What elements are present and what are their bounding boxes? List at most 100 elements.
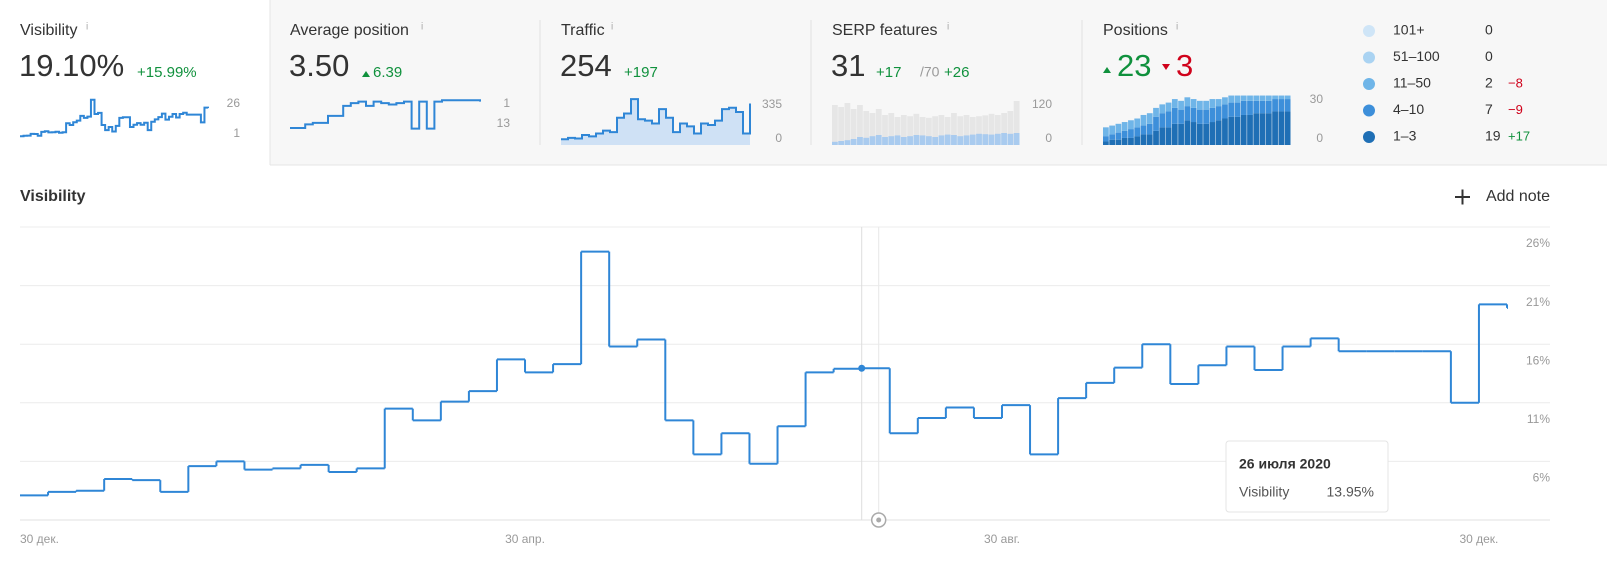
spark-bar: [951, 113, 957, 145]
spark-bar: [988, 113, 995, 145]
spark-bar: [951, 135, 957, 145]
spark-bar: [1234, 95, 1241, 103]
spark-bar: [1234, 102, 1241, 117]
hover-point: [858, 364, 866, 372]
spark-bar: [1013, 133, 1020, 145]
spark-bar: [1140, 114, 1147, 126]
card-value: 19.10%: [19, 48, 124, 83]
spark-bar: [1222, 118, 1228, 145]
spark-bar: [1128, 137, 1134, 145]
spark-bar: [1121, 137, 1128, 145]
legend-name: 1–3: [1393, 128, 1417, 144]
note-icon-core: [876, 517, 882, 523]
spark-bar: [994, 115, 1001, 145]
svg-text:i: i: [1176, 22, 1178, 33]
spark-bar: [1109, 139, 1116, 145]
y-tick-label: 11%: [1527, 412, 1550, 426]
spark-bar: [1265, 95, 1272, 101]
spark-bar: [1259, 100, 1266, 114]
spark-bar: [938, 135, 945, 145]
spark-bar: [1190, 122, 1197, 145]
legend-change: +17: [1508, 128, 1530, 143]
spark-bar: [1247, 100, 1253, 115]
spark-bar: [1171, 99, 1178, 108]
spark-bar: [988, 134, 995, 145]
spark-bar: [1103, 136, 1109, 142]
spark-bar: [1284, 111, 1291, 145]
spark-bar: [1278, 95, 1285, 100]
card-value: 3.50: [289, 48, 349, 83]
spark-bar: [1265, 100, 1272, 114]
spark-bar: [1278, 111, 1285, 145]
spark-area: [561, 99, 750, 145]
y-tick-label: 16%: [1526, 353, 1550, 367]
card-total-change: +26: [944, 64, 969, 81]
y-tick-label: 21%: [1526, 295, 1550, 309]
spark-bar: [888, 136, 895, 145]
spark-bar: [944, 117, 951, 145]
spark-bar: [1240, 100, 1247, 115]
card-total: /70: [920, 64, 940, 80]
x-tick-label: 30 апр.: [505, 532, 545, 546]
sparkline: [561, 98, 751, 141]
spark-bar: [1115, 132, 1122, 140]
legend-change: −9: [1508, 102, 1523, 117]
spark-bar: [1215, 106, 1222, 121]
spark-bar: [1284, 99, 1291, 112]
spark-bar: [857, 137, 863, 145]
plus-icon[interactable]: [1455, 189, 1470, 205]
spark-bar: [1115, 139, 1122, 145]
card-title: Traffic: [561, 22, 605, 39]
up-arrow: [1103, 67, 1111, 73]
spark-bar: [863, 111, 870, 145]
spark-bar: [1215, 99, 1222, 107]
spark-bar: [1109, 134, 1116, 140]
spark-bar: [1253, 100, 1260, 114]
spark-bar: [1203, 123, 1210, 145]
svg-text:i: i: [947, 22, 949, 33]
spark-bar: [976, 133, 982, 145]
spark-bar: [850, 139, 857, 145]
spark-bar: [1153, 116, 1159, 131]
spark-bar: [875, 109, 882, 145]
spark-bar: [1228, 116, 1235, 145]
spark-bar: [875, 135, 882, 145]
legend-count: 0: [1485, 22, 1493, 38]
positions-up: 23: [1117, 48, 1151, 83]
spark-bar: [1240, 95, 1247, 101]
spark-tick-label: 335: [762, 97, 782, 111]
spark-bar: [1121, 130, 1128, 138]
legend-name: 51–100: [1393, 48, 1440, 64]
spark-bar: [1253, 95, 1260, 101]
cards-background: [270, 0, 1607, 165]
spark-tick-label: 13: [497, 116, 511, 130]
legend-count: 7: [1485, 101, 1493, 117]
spark-bar: [1007, 133, 1014, 145]
spark-bar: [1190, 107, 1197, 123]
legend-dot: [1363, 131, 1375, 143]
spark-bar: [1001, 133, 1007, 145]
spark-bar: [926, 117, 932, 145]
separators: [539, 20, 1083, 145]
add-note[interactable]: Add note: [1486, 188, 1550, 205]
spark-bar: [1240, 114, 1247, 145]
spark-bar: [1134, 136, 1141, 145]
spark-bar: [1284, 95, 1291, 100]
spark-bar: [944, 134, 951, 145]
spark-bar: [969, 117, 976, 145]
spark-bar: [976, 116, 982, 145]
spark-bar: [832, 105, 838, 145]
spark-bar: [926, 136, 932, 145]
spark-bar: [1190, 99, 1197, 108]
chart-title: Visibility: [20, 188, 86, 205]
spark-bar: [869, 113, 876, 145]
spark-bar: [932, 116, 939, 145]
spark-bar: [1184, 97, 1191, 107]
spark-tick-label: 0: [1316, 131, 1323, 145]
tooltip-value: 13.95%: [1327, 484, 1374, 500]
spark-bar: [919, 117, 926, 145]
spark-bar: [913, 135, 920, 145]
spark-bar: [1228, 95, 1235, 103]
